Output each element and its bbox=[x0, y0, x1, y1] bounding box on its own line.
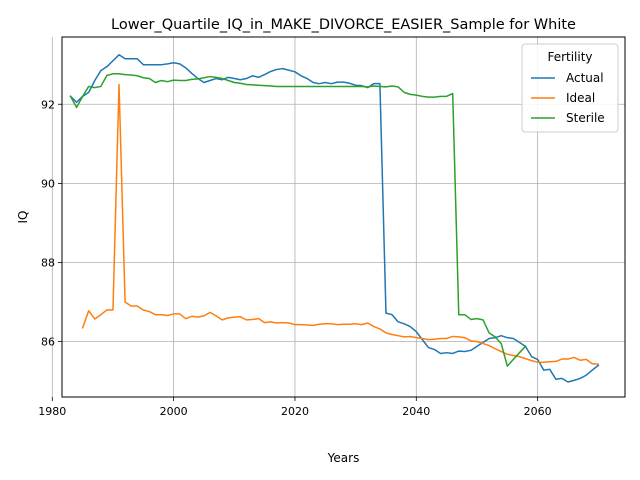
x-tick-label: 2020 bbox=[281, 405, 309, 418]
plot-frame bbox=[61, 36, 626, 398]
legend-entries: Actual Ideal Sterile bbox=[531, 71, 605, 125]
x-tick-label: 2060 bbox=[524, 405, 552, 418]
legend-title: Fertility bbox=[547, 50, 592, 64]
y-tick-label: 92 bbox=[41, 98, 55, 111]
legend-box bbox=[521, 43, 619, 133]
series-line-ideal bbox=[81, 83, 600, 365]
legend: Fertility Actual Ideal Sterile bbox=[521, 43, 619, 133]
x-tick-label: 2040 bbox=[402, 405, 430, 418]
series-line-actual bbox=[69, 54, 600, 383]
legend-label-ideal: Ideal bbox=[566, 91, 595, 105]
grid bbox=[51, 37, 625, 397]
y-tick-label: 88 bbox=[41, 256, 55, 269]
y-tick-label: 86 bbox=[41, 336, 55, 349]
y-tick-label: 90 bbox=[41, 177, 55, 190]
x-axis-ticks: 1980 2000 2020 2040 2060 bbox=[38, 397, 552, 418]
series-line-sterile bbox=[69, 73, 527, 367]
legend-label-sterile: Sterile bbox=[566, 111, 605, 125]
y-axis-label: IQ bbox=[16, 211, 30, 224]
chart-title: Lower_Quartile_IQ_in_MAKE_DIVORCE_EASIER… bbox=[111, 17, 576, 33]
x-tick-label: 2000 bbox=[160, 405, 188, 418]
series-lines bbox=[69, 54, 600, 383]
x-axis-label: Years bbox=[327, 451, 360, 465]
x-tick-label: 1980 bbox=[38, 405, 66, 418]
legend-label-actual: Actual bbox=[566, 71, 604, 85]
y-axis-ticks: 86 88 90 92 bbox=[41, 98, 62, 349]
